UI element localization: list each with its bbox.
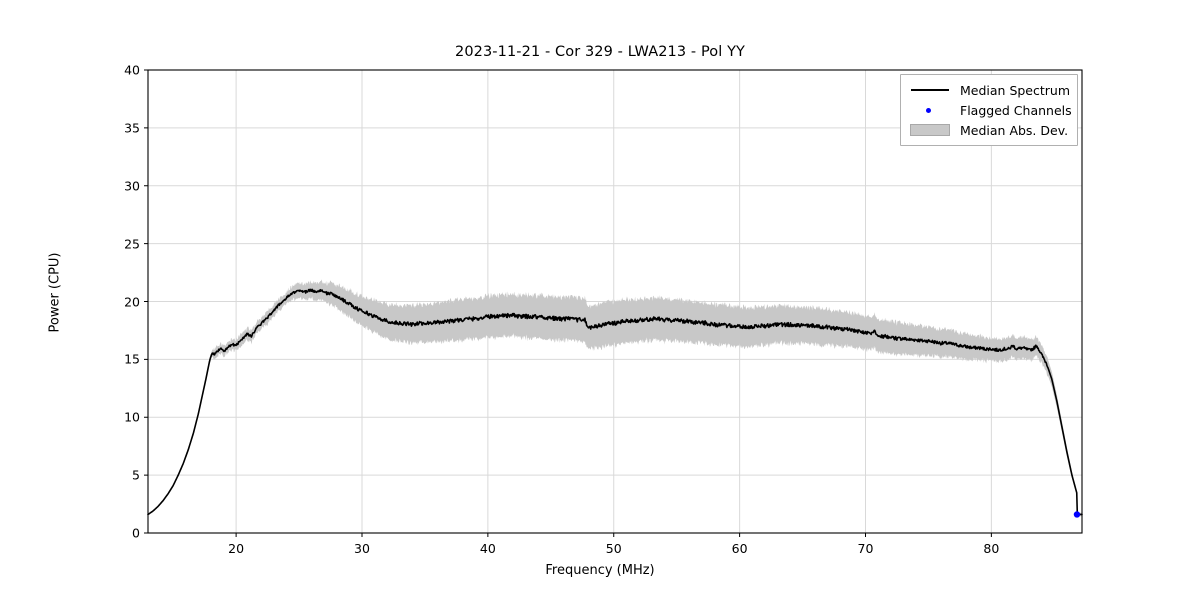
chart-title: 2023-11-21 - Cor 329 - LWA213 - Pol YY (455, 44, 745, 60)
dot-glyph-icon (909, 103, 951, 117)
legend-label: Flagged Channels (960, 102, 1072, 118)
y-tick-label: 40 (124, 62, 140, 78)
flagged-channel-markers (1073, 511, 1081, 518)
legend-entry-flagged-channels: Flagged Channels (901, 100, 1077, 120)
x-tick-label: 20 (228, 541, 245, 556)
y-tick-label: 5 (132, 467, 140, 483)
legend-label: Median Abs. Dev. (960, 122, 1069, 138)
legend: Median Spectrum Flagged Channels Median … (900, 74, 1078, 146)
x-tick-label: 60 (731, 541, 748, 556)
y-tick-label: 25 (124, 236, 140, 252)
y-tick-label: 35 (124, 120, 140, 136)
x-tick-label: 70 (857, 541, 874, 556)
line-glyph-icon (909, 83, 951, 97)
mad-band (148, 279, 1082, 517)
legend-entry-median-abs-dev: Median Abs. Dev. (901, 120, 1077, 140)
y-tick-label: 10 (124, 409, 140, 425)
legend-entry-median-spectrum: Median Spectrum (901, 80, 1077, 100)
patch-glyph-icon (909, 123, 951, 137)
x-axis-label: Frequency (MHz) (545, 563, 655, 578)
x-tick-label: 80 (983, 541, 1000, 556)
y-tick-label: 30 (124, 178, 140, 194)
legend-label: Median Spectrum (960, 82, 1071, 98)
y-tick-label: 0 (132, 525, 140, 541)
median-spectrum-line (147, 288, 1083, 516)
x-tick-label: 40 (479, 541, 496, 556)
y-tick-label: 15 (124, 351, 140, 367)
x-tick-label: 30 (354, 541, 370, 556)
y-axis-label: Power (CPU) (47, 252, 63, 333)
tick-marks (144, 69, 992, 537)
flagged-channel-point (1073, 511, 1081, 518)
x-tick-label: 50 (605, 541, 622, 556)
y-tick-label: 20 (124, 294, 140, 309)
